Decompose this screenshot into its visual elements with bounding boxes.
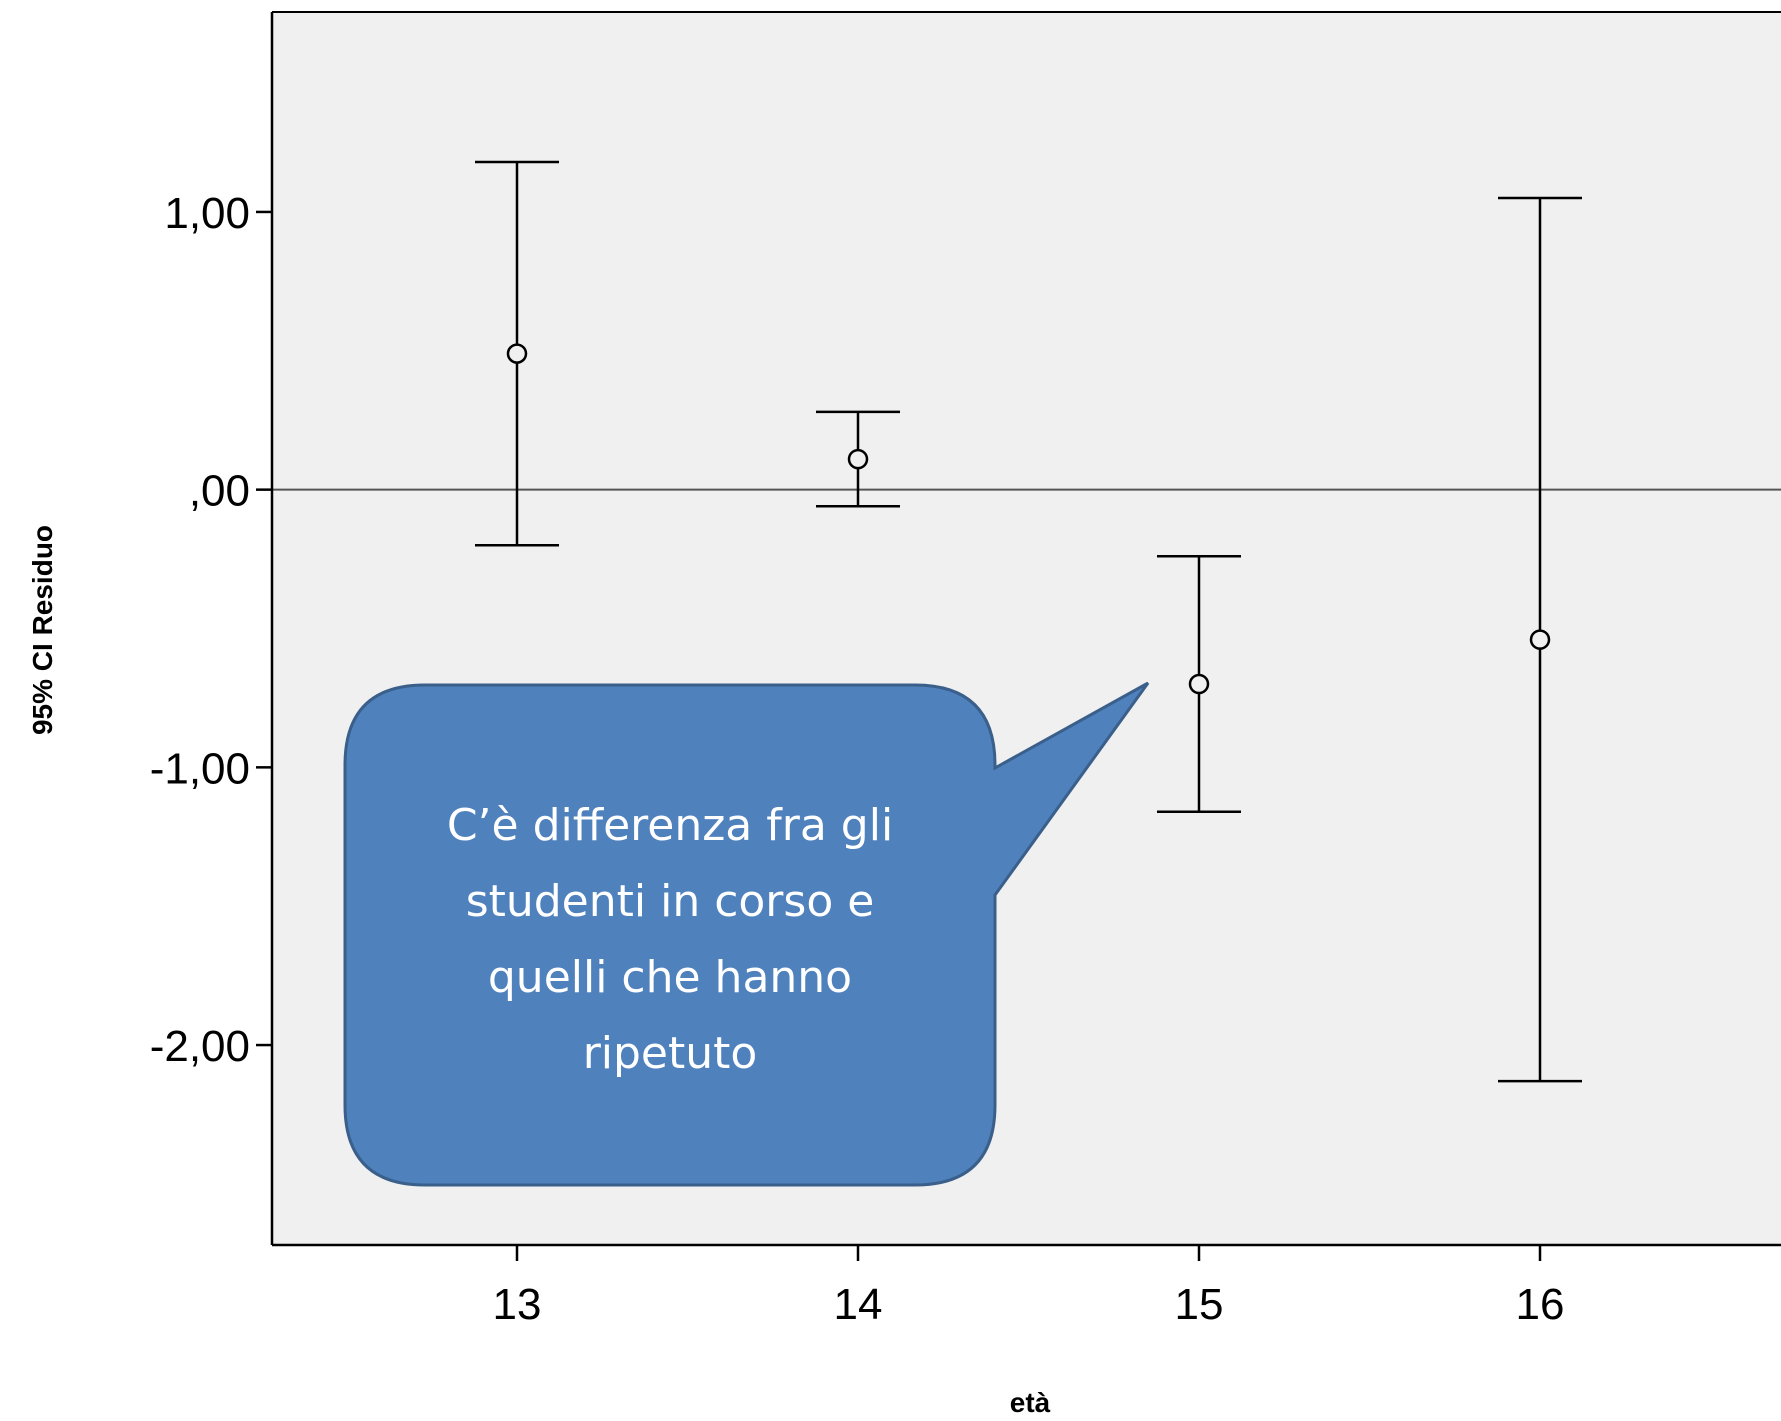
error-bars bbox=[475, 160, 1582, 1083]
y-axis-ticks: 1,00 ,00 -1,00 -2,00 bbox=[150, 189, 272, 1071]
x-axis-ticks: 13 14 15 16 bbox=[493, 1245, 1565, 1329]
mean-marker bbox=[506, 343, 528, 364]
callout-annotation: C’è differenza fra gli studenti in corso… bbox=[343, 681, 1150, 1187]
error-bar-15 bbox=[1157, 555, 1241, 814]
y-tick-label: 1,00 bbox=[164, 189, 250, 238]
error-bar-14 bbox=[816, 410, 900, 508]
callout-text-line: quelli che hanno bbox=[488, 952, 852, 1003]
x-tick-label: 14 bbox=[834, 1280, 883, 1329]
mean-marker bbox=[847, 448, 869, 470]
x-tick-label: 15 bbox=[1175, 1280, 1224, 1329]
y-tick-label: ,00 bbox=[189, 467, 250, 516]
y-tick-label: -2,00 bbox=[150, 1022, 250, 1071]
error-bar-13 bbox=[475, 160, 559, 547]
y-axis-title: 95% CI Residuo bbox=[27, 525, 58, 735]
error-bar-16 bbox=[1498, 196, 1582, 1083]
mean-marker bbox=[1529, 629, 1551, 650]
callout-text-line: C’è differenza fra gli bbox=[447, 800, 893, 851]
callout-text-line: studenti in corso e bbox=[466, 876, 875, 927]
x-tick-label: 13 bbox=[493, 1280, 542, 1329]
x-tick-label: 16 bbox=[1516, 1280, 1565, 1329]
callout-text-line: ripetuto bbox=[583, 1028, 758, 1079]
x-axis-title: età bbox=[1010, 1387, 1051, 1418]
callout-bubble bbox=[343, 681, 1150, 1187]
mean-marker bbox=[1188, 673, 1210, 695]
y-tick-label: -1,00 bbox=[150, 744, 250, 793]
